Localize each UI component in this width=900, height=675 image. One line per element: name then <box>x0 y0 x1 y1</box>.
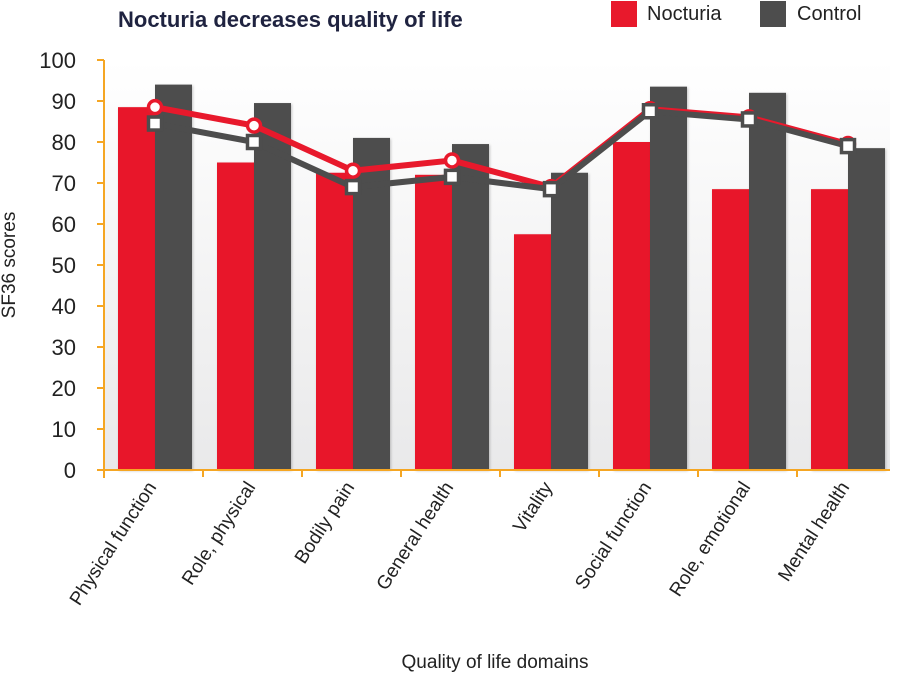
marker-control-mental-health <box>839 137 857 155</box>
bar-nocturia-role-physical <box>217 162 254 470</box>
legend-label-control: Control <box>797 3 861 25</box>
x-label-general-health: General health <box>373 478 459 594</box>
x-label-role-emotional: Role, emotional <box>666 478 756 600</box>
x-category-labels: Physical function Role, physical Bodily pa… <box>66 478 854 609</box>
marker-nocturia-physical-function <box>146 98 164 116</box>
y-tick-label-50: 50 <box>52 253 76 278</box>
marker-nocturia-bodily-pain <box>344 162 362 179</box>
legend: Nocturia Control <box>611 1 861 27</box>
marker-control-physical-function <box>146 115 164 132</box>
marker-control-bodily-pain <box>344 178 362 196</box>
legend-swatch-nocturia <box>611 1 637 27</box>
x-label-physical-function: Physical function <box>66 478 161 609</box>
bar-nocturia-mental-health <box>811 189 848 470</box>
bar-nocturia-social-function <box>613 142 650 470</box>
x-label-mental-health: Mental health <box>774 478 854 585</box>
y-tick-label-70: 70 <box>52 171 76 196</box>
y-tick-label-0: 0 <box>64 458 76 483</box>
y-tick-label-90: 90 <box>52 89 76 114</box>
bar-control-physical-function <box>155 84 192 470</box>
y-tick-label-20: 20 <box>52 376 76 401</box>
x-label-role-physical: Role, physical <box>178 478 260 589</box>
x-axis-title: Quality of life domains <box>402 652 589 673</box>
bar-nocturia-bodily-pain <box>316 172 353 470</box>
bar-nocturia-general-health <box>415 174 452 471</box>
legend-label-nocturia: Nocturia <box>647 3 722 25</box>
bar-nocturia-role-emotional <box>712 189 749 470</box>
lines <box>146 98 857 198</box>
marker-control-general-health <box>443 168 461 186</box>
y-tick-label-60: 60 <box>52 212 76 237</box>
marker-control-vitality <box>542 180 560 198</box>
bar-control-role-physical <box>254 103 291 471</box>
bar-control-role-emotional <box>749 92 786 471</box>
marker-control-role-emotional <box>740 111 758 128</box>
bars <box>118 84 885 471</box>
y-tick-label-10: 10 <box>52 417 76 442</box>
marker-nocturia-role-physical <box>245 117 263 134</box>
bar-control-mental-health <box>848 148 885 470</box>
y-tick-label-100: 100 <box>39 48 76 73</box>
bar-control-general-health <box>452 144 489 471</box>
chart-title: Nocturia decreases quality of life <box>118 7 463 32</box>
y-axis-title: SF36 scores <box>0 212 20 319</box>
bar-control-social-function <box>650 86 687 471</box>
bar-nocturia-vitality <box>514 234 551 470</box>
y-tick-labels: 0 10 20 30 40 50 60 70 80 90 100 <box>39 48 76 483</box>
bar-control-vitality <box>551 172 588 470</box>
marker-control-role-physical <box>245 133 263 151</box>
axes <box>97 59 890 478</box>
y-tick-label-40: 40 <box>52 294 76 319</box>
marker-nocturia-general-health <box>443 152 461 169</box>
y-tick-label-30: 30 <box>52 335 76 360</box>
y-tick-label-80: 80 <box>52 130 76 155</box>
bar-nocturia-physical-function <box>118 107 155 471</box>
x-label-vitality: Vitality <box>509 478 557 537</box>
legend-swatch-control <box>760 1 786 27</box>
x-label-social-function: Social function <box>571 478 656 593</box>
x-label-bodily-pain: Bodily pain <box>291 478 359 567</box>
marker-control-social-function <box>641 103 659 120</box>
line-control <box>152 108 851 193</box>
